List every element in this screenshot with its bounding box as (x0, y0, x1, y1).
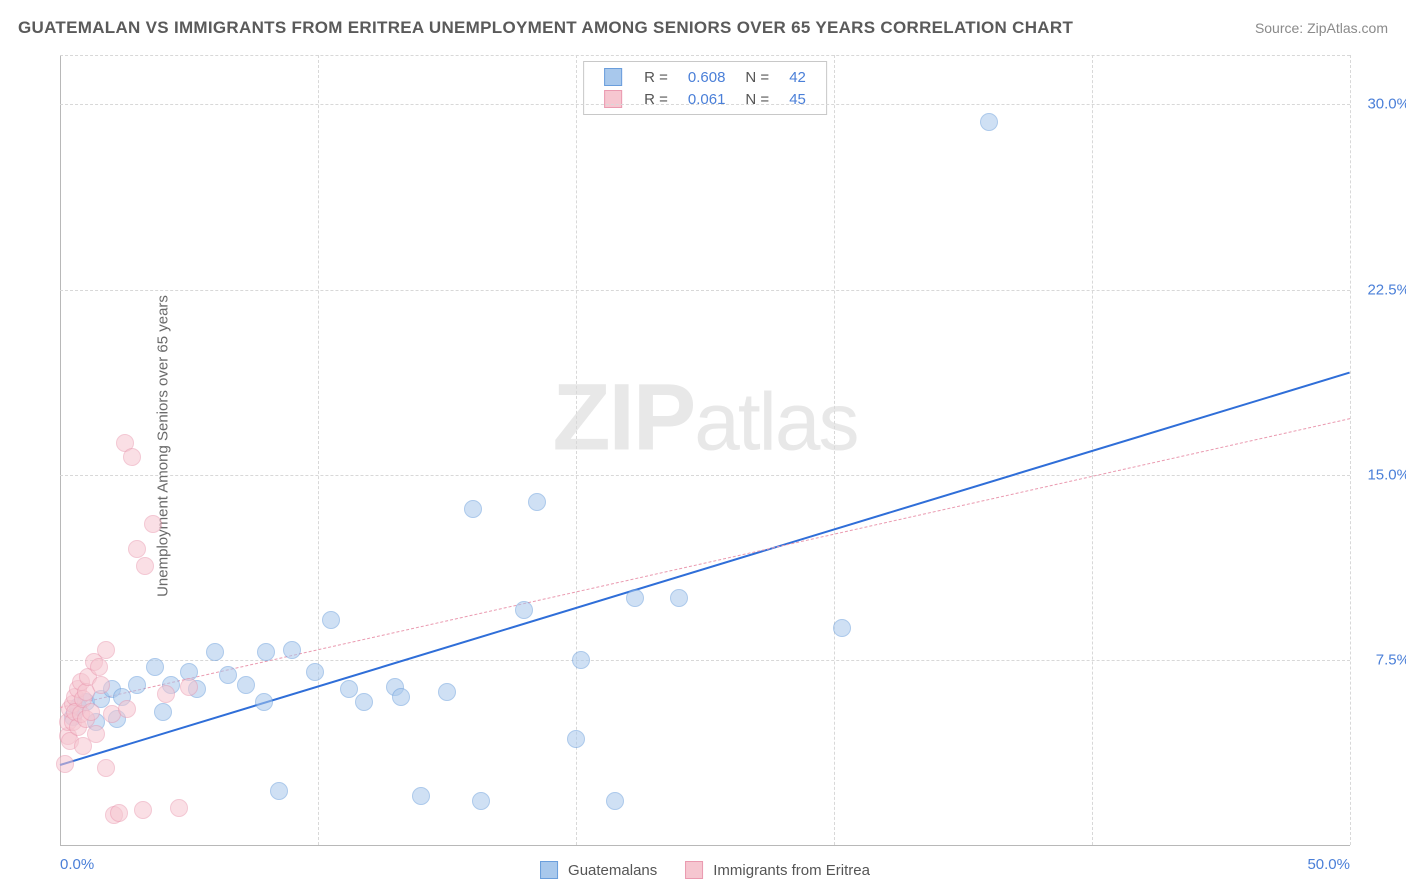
data-point (255, 693, 273, 711)
data-point (472, 792, 490, 810)
data-point (157, 685, 175, 703)
swatch-series2-b (685, 861, 703, 879)
data-point (219, 666, 237, 684)
n-value-1: 42 (779, 66, 816, 88)
swatch-series1-b (540, 861, 558, 879)
data-point (97, 641, 115, 659)
data-point (110, 804, 128, 822)
data-point (355, 693, 373, 711)
plot-area: ZIPatlas R = 0.608 N = 42 R = 0.061 N = … (60, 55, 1350, 845)
gridline-v (1350, 55, 1351, 845)
data-point (306, 663, 324, 681)
xtick-label: 50.0% (1307, 856, 1350, 873)
data-point (528, 493, 546, 511)
data-point (92, 676, 110, 694)
swatch-series1 (604, 68, 622, 86)
data-point (128, 540, 146, 558)
x-axis (60, 845, 1350, 846)
source-label: Source: ZipAtlas.com (1255, 20, 1388, 36)
data-point (283, 641, 301, 659)
n-value-2: 45 (779, 88, 816, 110)
data-point (144, 515, 162, 533)
data-point (438, 683, 456, 701)
data-point (118, 700, 136, 718)
data-point (626, 589, 644, 607)
ytick-label: 7.5% (1376, 651, 1406, 668)
gridline-h (60, 660, 1350, 661)
trendline (60, 418, 1350, 708)
legend-label-2: Immigrants from Eritrea (713, 862, 870, 879)
data-point (670, 589, 688, 607)
gridline-h (60, 104, 1350, 105)
r-label: R = (634, 66, 678, 88)
data-point (257, 643, 275, 661)
data-point (97, 759, 115, 777)
legend-row-1: R = 0.608 N = 42 (594, 66, 816, 88)
series-legend: Guatemalans Immigrants from Eritrea (540, 861, 870, 879)
data-point (606, 792, 624, 810)
r-label: R = (634, 88, 678, 110)
data-point (136, 557, 154, 575)
data-point (412, 787, 430, 805)
gridline-v (834, 55, 835, 845)
data-point (340, 680, 358, 698)
data-point (322, 611, 340, 629)
data-point (170, 799, 188, 817)
data-point (567, 730, 585, 748)
r-value-1: 0.608 (678, 66, 736, 88)
ytick-label: 15.0% (1367, 466, 1406, 483)
data-point (154, 703, 172, 721)
legend-row-2: R = 0.061 N = 45 (594, 88, 816, 110)
data-point (87, 725, 105, 743)
gridline-v (318, 55, 319, 845)
n-label: N = (735, 66, 779, 88)
legend-label-1: Guatemalans (568, 862, 657, 879)
data-point (980, 113, 998, 131)
data-point (572, 651, 590, 669)
r-value-2: 0.061 (678, 88, 736, 110)
n-label: N = (735, 88, 779, 110)
data-point (123, 448, 141, 466)
correlation-legend: R = 0.608 N = 42 R = 0.061 N = 45 (583, 61, 827, 115)
data-point (90, 658, 108, 676)
ytick-label: 30.0% (1367, 96, 1406, 113)
data-point (82, 703, 100, 721)
gridline-v (576, 55, 577, 845)
data-point (237, 676, 255, 694)
data-point (134, 801, 152, 819)
gridline-h (60, 55, 1350, 56)
data-point (206, 643, 224, 661)
data-point (833, 619, 851, 637)
data-point (270, 782, 288, 800)
data-point (464, 500, 482, 518)
data-point (515, 601, 533, 619)
xtick-label: 0.0% (60, 856, 94, 873)
ytick-label: 22.5% (1367, 281, 1406, 298)
data-point (128, 676, 146, 694)
legend-item-1: Guatemalans (540, 861, 657, 879)
legend-item-2: Immigrants from Eritrea (685, 861, 870, 879)
data-point (146, 658, 164, 676)
gridline-h (60, 290, 1350, 291)
data-point (180, 678, 198, 696)
watermark: ZIPatlas (552, 364, 857, 473)
trendline (60, 371, 1351, 765)
data-point (392, 688, 410, 706)
chart-title: GUATEMALAN VS IMMIGRANTS FROM ERITREA UN… (18, 18, 1073, 38)
data-point (56, 755, 74, 773)
gridline-h (60, 475, 1350, 476)
